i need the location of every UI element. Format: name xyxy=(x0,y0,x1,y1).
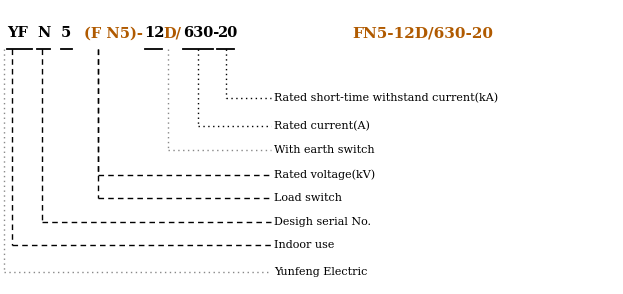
Text: N: N xyxy=(37,26,50,41)
Text: Indoor use: Indoor use xyxy=(274,240,335,250)
Text: 12: 12 xyxy=(145,26,165,41)
Text: Load switch: Load switch xyxy=(274,193,342,203)
Text: Rated current(A): Rated current(A) xyxy=(274,121,370,132)
Text: With earth switch: With earth switch xyxy=(274,145,375,155)
Text: 5: 5 xyxy=(61,26,71,41)
Text: 630-: 630- xyxy=(183,26,219,41)
Text: Rated voltage(kV): Rated voltage(kV) xyxy=(274,170,375,180)
Text: (F N5)-: (F N5)- xyxy=(84,26,143,41)
Text: YF: YF xyxy=(7,26,29,41)
Text: D/: D/ xyxy=(163,26,181,41)
Text: FN5-12D/630-20: FN5-12D/630-20 xyxy=(352,26,493,41)
Text: Yunfeng Electric: Yunfeng Electric xyxy=(274,267,368,277)
Text: Desigh serial No.: Desigh serial No. xyxy=(274,217,371,227)
Text: Rated short-time withstand current(kA): Rated short-time withstand current(kA) xyxy=(274,93,498,104)
Text: 20: 20 xyxy=(217,26,237,41)
